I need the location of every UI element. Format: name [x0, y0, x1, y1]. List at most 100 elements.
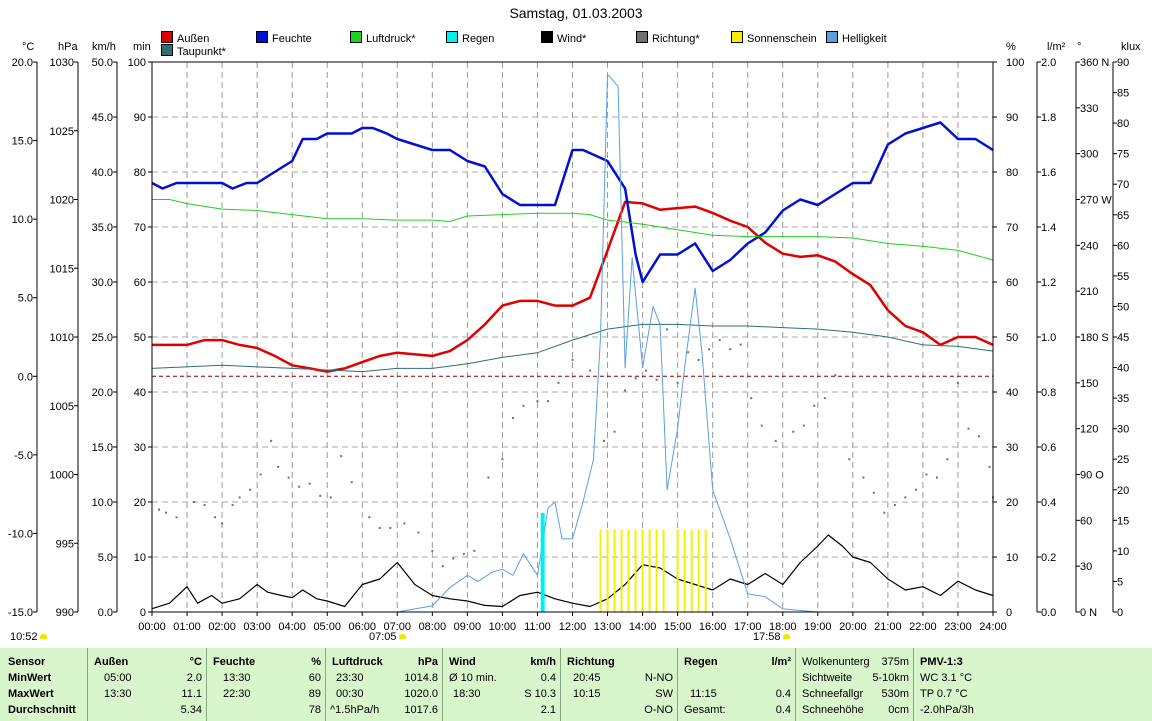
- y-tick-label-lux: 70: [1117, 179, 1129, 191]
- stats-value: 1017.6: [404, 704, 438, 716]
- y-tick-label-wind: 50.0: [92, 57, 113, 69]
- point-richtung: [603, 439, 606, 442]
- axis-unit-temp: °C: [22, 41, 34, 53]
- y-tick-label-sun: 90: [134, 112, 146, 124]
- x-tick-label: 20:00: [839, 621, 867, 633]
- y-tick-label-lux: 20: [1117, 485, 1129, 497]
- stats-header: Feuchte: [213, 656, 256, 668]
- stats-value: 60: [308, 672, 321, 684]
- y-tick-label-lux: 50: [1117, 301, 1129, 313]
- line-helligkeit: [397, 73, 818, 613]
- y-tick-label-humidity: 0: [1006, 607, 1012, 619]
- y-tick-label-rain: 1.8: [1041, 112, 1056, 124]
- point-richtung: [298, 485, 301, 488]
- y-tick-label-lux: 30: [1117, 424, 1129, 436]
- stats-time: 13:30: [223, 672, 251, 684]
- plot-border: [151, 61, 994, 613]
- axis-unit-direction: °: [1077, 41, 1081, 53]
- moonrise-label: 10:52: [10, 631, 47, 643]
- point-richtung: [431, 549, 434, 552]
- sunrise-label: 07:05: [369, 631, 406, 643]
- legend-swatch: [731, 31, 743, 43]
- stats-value: TP 0.7 °C: [920, 688, 968, 700]
- y-tick-label-rain: 0.4: [1041, 497, 1056, 509]
- line-luftdruck: [152, 199, 994, 261]
- y-tick-label-lux: 80: [1117, 118, 1129, 130]
- legend-item-außen: Außen: [161, 31, 209, 45]
- y-tick-label-rain: 0.0: [1041, 607, 1056, 619]
- legend-swatch: [636, 31, 648, 43]
- point-richtung: [165, 511, 168, 514]
- y-tick-label-sun: 100: [128, 57, 146, 69]
- legend-label: Außen: [177, 33, 210, 45]
- point-richtung: [350, 481, 353, 484]
- x-tick-label: 11:00: [524, 621, 551, 633]
- y-tick-label-wind: 5.0: [98, 552, 113, 564]
- bar-sonnenschein: [704, 529, 707, 612]
- point-richtung: [378, 526, 381, 529]
- x-tick-label: 19:00: [804, 621, 832, 633]
- stats-aussen: Außen °C 05:00 2.0 13:30 11.1 5.34: [88, 648, 207, 721]
- point-richtung: [760, 424, 763, 427]
- y-tick-label-humidity: 40: [1006, 387, 1018, 399]
- y-tick-label-pressure: 1030: [50, 57, 74, 69]
- point-richtung: [893, 504, 896, 507]
- legend-label: Sonnenschein: [747, 33, 817, 45]
- y-tick-label-lux: 35: [1117, 393, 1129, 405]
- stats-time: ^1.5hPa/h: [330, 704, 380, 716]
- y-tick-label-rain: 1.0: [1041, 332, 1056, 344]
- point-richtung: [287, 476, 290, 479]
- x-tick-label: 18:00: [769, 621, 797, 633]
- y-tick-label-rain: 2.0: [1041, 57, 1056, 69]
- y-tick-label-lux: 25: [1117, 454, 1129, 466]
- legend-swatch: [161, 44, 173, 56]
- bar-sonnenschein: [662, 529, 665, 612]
- point-richtung: [739, 343, 742, 346]
- y-tick-label-lux: 60: [1117, 240, 1129, 252]
- x-tick-label: 24:00: [979, 621, 1007, 633]
- legend-label: Taupunkt*: [177, 46, 226, 58]
- legend-swatch: [256, 31, 268, 43]
- point-richtung: [231, 504, 234, 507]
- point-richtung: [487, 476, 490, 479]
- y-tick-label-direction: 0 N: [1080, 607, 1097, 619]
- page-title: Samstag, 01.03.2003: [509, 5, 643, 21]
- point-richtung: [536, 400, 539, 403]
- stats-wolken: Wolkenunterg 375m Sichtweite 5-10km Schnee…: [796, 648, 914, 721]
- y-tick-label-sun: 20: [134, 497, 146, 509]
- legend-item-feuchte: Feuchte: [256, 31, 312, 45]
- stats-feuchte: Feuchte% 13:30 60 22:30 89 78: [207, 648, 326, 721]
- stats-value: 375m: [881, 656, 909, 668]
- point-richtung: [729, 348, 732, 351]
- y-tick-label-direction: 330: [1080, 103, 1098, 115]
- point-richtung: [571, 358, 574, 361]
- legend-label: Richtung*: [652, 33, 700, 45]
- point-richtung: [967, 427, 970, 430]
- x-tick-label: 07:00: [384, 621, 412, 633]
- axis-unit-sun: min: [133, 41, 151, 53]
- y-tick-label-wind: 40.0: [92, 167, 113, 179]
- point-richtung: [813, 404, 816, 407]
- x-tick-label: 02:00: [208, 621, 236, 633]
- y-tick-label-pressure: 1025: [50, 126, 74, 138]
- weather-chart: 00:00 01:00 02:00 03:00 04:00 05:00 06:00 07:00…: [8, 41, 1141, 633]
- axis-unit-wind: km/h: [92, 41, 116, 53]
- y-tick-label-temp: 10.0: [12, 214, 33, 226]
- bar-sonnenschein: [634, 529, 637, 612]
- x-tick-label: 01:00: [173, 621, 201, 633]
- stats-value: 0.4: [540, 672, 556, 684]
- stats-value: 2.1: [540, 704, 556, 716]
- stats-unit: °C: [189, 656, 202, 668]
- y-tick-label-temp: 5.0: [18, 293, 33, 305]
- y-tick-label-temp: 0.0: [18, 371, 33, 383]
- point-richtung: [193, 501, 196, 503]
- point-richtung: [774, 439, 777, 442]
- y-tick-label-lux: 65: [1117, 210, 1129, 222]
- y-tick-label-direction: 180 S: [1080, 332, 1109, 344]
- legend-item-taupunkt: Taupunkt*: [161, 44, 226, 58]
- stats-time: 23:30: [336, 672, 364, 684]
- point-richtung: [462, 552, 465, 555]
- y-tick-label-rain: 0.2: [1041, 552, 1056, 564]
- y-tick-label-direction: 210: [1080, 286, 1098, 298]
- legend-swatch: [826, 31, 838, 43]
